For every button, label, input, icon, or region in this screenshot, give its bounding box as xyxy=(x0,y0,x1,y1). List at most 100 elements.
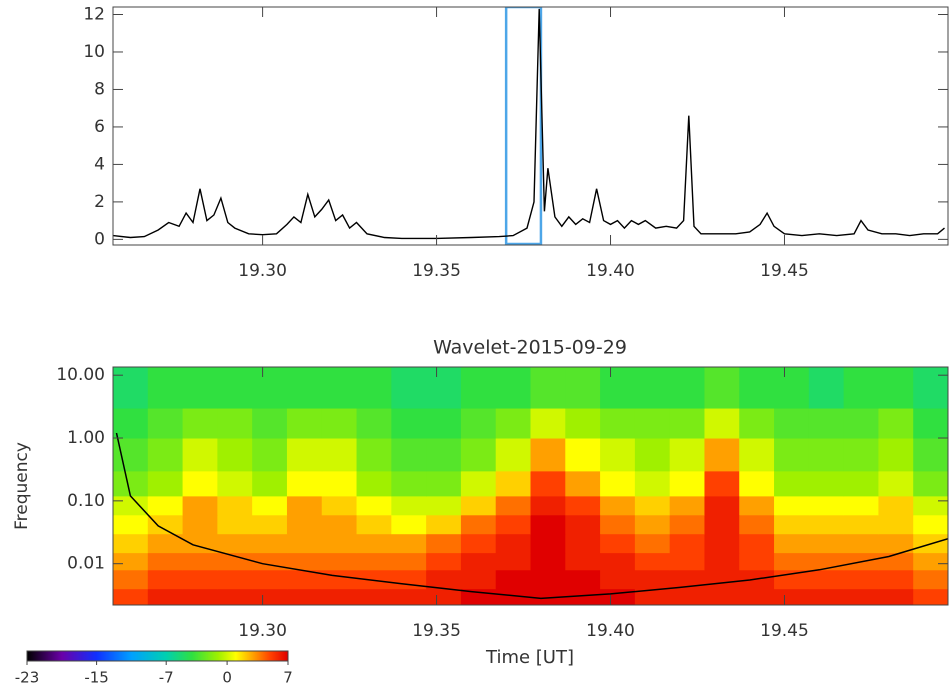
heatmap-cell xyxy=(426,408,461,438)
heatmap-cell xyxy=(635,471,670,497)
y-tick-label: 6 xyxy=(94,117,105,137)
heatmap-cell xyxy=(565,534,600,553)
heatmap-cell xyxy=(113,515,148,534)
heatmap-cell xyxy=(217,515,252,534)
heatmap-cell xyxy=(913,515,948,534)
heatmap-cell xyxy=(670,534,705,553)
heatmap-cell xyxy=(600,471,635,497)
heatmap-cell xyxy=(913,471,948,497)
heatmap-cell xyxy=(426,367,461,409)
heatmap-cell xyxy=(252,534,287,553)
heatmap-cell xyxy=(809,438,844,471)
heatmap-cell xyxy=(322,534,357,553)
heatmap-cell xyxy=(357,408,392,438)
heatmap-cell xyxy=(774,553,809,571)
heatmap-cell xyxy=(461,438,496,471)
heatmap-cell xyxy=(739,471,774,497)
heatmap-cell xyxy=(322,570,357,589)
x-tick-label: 19.40 xyxy=(586,261,635,281)
heatmap-cell xyxy=(844,570,879,589)
heatmap-cell xyxy=(217,408,252,438)
heatmap-cell xyxy=(496,408,531,438)
heatmap-cell xyxy=(322,408,357,438)
heatmap-cell xyxy=(878,496,913,515)
heatmap-cell xyxy=(461,496,496,515)
heatmap-cell xyxy=(252,367,287,409)
heatmap-cell xyxy=(809,589,844,606)
heatmap-cell xyxy=(287,553,322,571)
heatmap-cell xyxy=(531,570,566,589)
heatmap-cell xyxy=(426,589,461,606)
heatmap-cell xyxy=(322,438,357,471)
heatmap-cell xyxy=(357,589,392,606)
y-tick-label: 1.00 xyxy=(67,428,105,448)
y-axis-label: Frequency xyxy=(12,442,32,530)
heatmap-cell xyxy=(461,515,496,534)
heatmap-cell xyxy=(183,367,218,409)
heatmap-cell xyxy=(496,570,531,589)
heatmap-cell xyxy=(322,367,357,409)
heatmap-cell xyxy=(287,367,322,409)
heatmap-cell xyxy=(531,553,566,571)
heatmap-cell xyxy=(357,515,392,534)
heatmap-cell xyxy=(844,589,879,606)
heatmap-cell xyxy=(809,534,844,553)
heatmap-cell xyxy=(844,534,879,553)
x-tick-label: 19.45 xyxy=(760,621,809,641)
heatmap-cell xyxy=(252,589,287,606)
heatmap-cell xyxy=(635,570,670,589)
heatmap-cell xyxy=(113,408,148,438)
heatmap-cell xyxy=(183,553,218,571)
heatmap-cell xyxy=(670,471,705,497)
heatmap-cell xyxy=(600,408,635,438)
heatmap-cell xyxy=(809,367,844,409)
heatmap-cell xyxy=(113,496,148,515)
heatmap-cell xyxy=(252,438,287,471)
heatmap-cell xyxy=(774,534,809,553)
heatmap-cell xyxy=(287,408,322,438)
heatmap-cell xyxy=(217,471,252,497)
heatmap-cell xyxy=(217,570,252,589)
heatmap-cell xyxy=(183,570,218,589)
heatmap-cell xyxy=(739,589,774,606)
heatmap-cell xyxy=(531,471,566,497)
heatmap-cell xyxy=(531,496,566,515)
heatmap-cell xyxy=(635,367,670,409)
chart-title: Wavelet-2015-09-29 xyxy=(433,337,627,359)
heatmap-cell xyxy=(913,553,948,571)
heatmap-cell xyxy=(217,438,252,471)
heatmap-cell xyxy=(844,367,879,409)
heatmap-cell xyxy=(774,589,809,606)
colorbar-tick-label: 0 xyxy=(222,669,232,687)
heatmap-cell xyxy=(739,367,774,409)
heatmap-cell xyxy=(148,553,183,571)
heatmap-cell xyxy=(878,367,913,409)
heatmap-cell xyxy=(287,515,322,534)
heatmap-cell xyxy=(739,496,774,515)
heatmap-cell xyxy=(913,570,948,589)
heatmap-cell xyxy=(704,438,739,471)
x-tick-label: 19.35 xyxy=(412,621,461,641)
heatmap-cell xyxy=(739,515,774,534)
heatmap-cell xyxy=(252,496,287,515)
heatmap-cell xyxy=(496,438,531,471)
heatmap-cell xyxy=(252,471,287,497)
x-tick-label: 19.30 xyxy=(238,621,287,641)
heatmap-cell xyxy=(844,471,879,497)
heatmap-cell xyxy=(322,515,357,534)
heatmap-cell xyxy=(496,367,531,409)
heatmap-cell xyxy=(565,471,600,497)
plot-frame xyxy=(113,7,948,245)
heatmap-cell xyxy=(531,367,566,409)
heatmap-cell xyxy=(809,515,844,534)
heatmap-cell xyxy=(844,515,879,534)
colorbar-tick-label: -23 xyxy=(15,669,40,687)
heatmap-cell xyxy=(461,471,496,497)
heatmap-cell xyxy=(670,553,705,571)
data-line xyxy=(113,9,945,239)
heatmap-cell xyxy=(565,553,600,571)
heatmap-cell xyxy=(739,553,774,571)
heatmap-cell xyxy=(704,515,739,534)
x-tick-label: 19.40 xyxy=(586,621,635,641)
